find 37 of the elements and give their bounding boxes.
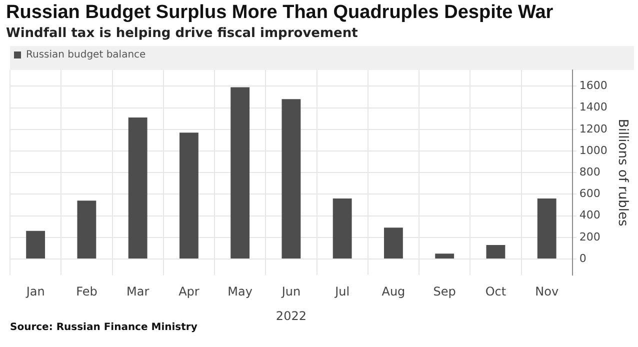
chart-title: Russian Budget Surplus More Than Quadruples Despite War [6, 2, 554, 24]
x-tick-label: Aug [382, 284, 406, 299]
x-tick-label: Feb [76, 284, 98, 299]
legend-label: Russian budget balance [26, 50, 146, 61]
chart-subtitle: Windfall tax is helping drive fiscal improvement [6, 26, 358, 41]
x-tick-label: Apr [178, 284, 200, 299]
x-tick-label: Mar [126, 284, 150, 299]
bar [282, 99, 301, 258]
y-tick-label: 0 [579, 252, 586, 265]
x-tick-label: Jul [334, 284, 350, 299]
y-tick-label: 1200 [579, 122, 608, 136]
x-tick-label: Jun [280, 284, 301, 299]
y-tick-label: 1400 [579, 100, 608, 114]
y-tick-label: 1600 [579, 79, 608, 92]
x-tick-label: May [228, 284, 252, 299]
bar [26, 230, 46, 258]
y-tick-label: 600 [579, 187, 600, 200]
x-tick-label: Oct [485, 284, 506, 299]
bar [128, 118, 148, 258]
x-tick-label: Nov [535, 284, 559, 299]
bar [332, 198, 352, 258]
bar [486, 244, 506, 258]
x-tick-label: Jan [25, 284, 45, 299]
bar [179, 132, 198, 258]
y-tick-label: 800 [579, 165, 600, 178]
bar [384, 228, 403, 258]
y-tick-label: 1000 [579, 144, 608, 157]
bar [230, 87, 250, 258]
bar [77, 200, 96, 258]
source-note: Source: Russian Finance Ministry [10, 322, 198, 333]
y-axis-title: Billions of rubles [614, 118, 630, 226]
y-tick-label: 200 [579, 230, 600, 244]
bar [537, 198, 556, 258]
bar [435, 254, 454, 258]
x-tick-label: Sep [433, 284, 456, 299]
x-axis-title: 2022 [276, 308, 306, 323]
y-tick-label: 400 [579, 208, 600, 222]
